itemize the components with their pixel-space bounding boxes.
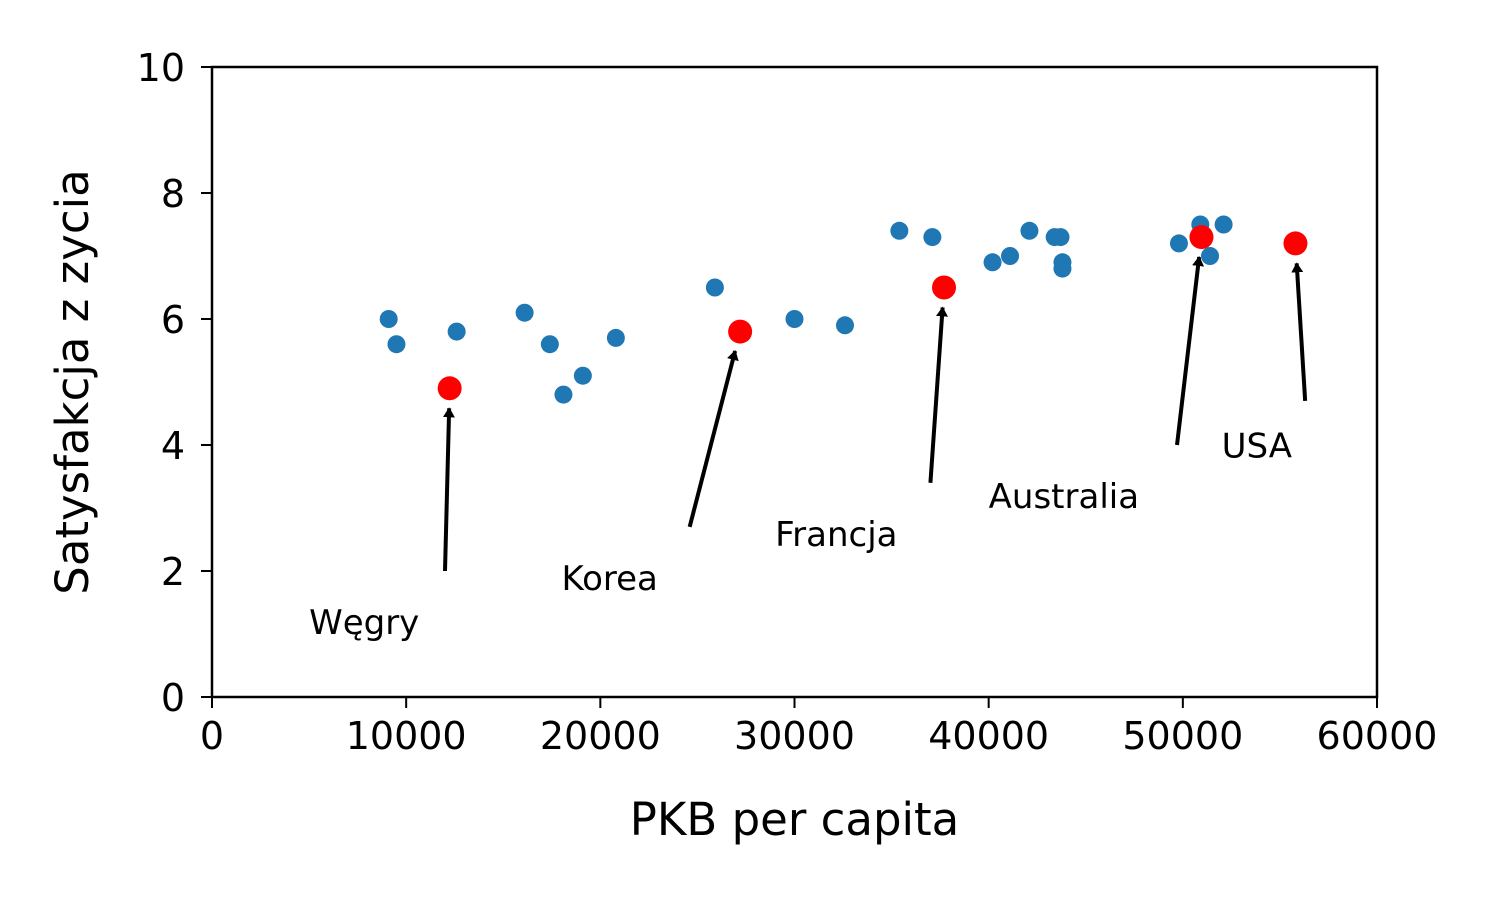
- y-tick-label: 6: [161, 298, 185, 342]
- annotation-arrow: [1291, 262, 1308, 402]
- data-point: [447, 322, 466, 341]
- annotation-arrow: [442, 407, 455, 572]
- highlighted-data-point: [1283, 231, 1308, 256]
- highlighted-data-point: [437, 376, 462, 401]
- data-point: [554, 385, 573, 404]
- x-tick-label: 40000: [928, 714, 1049, 758]
- data-point: [1214, 215, 1233, 234]
- data-point: [785, 310, 804, 328]
- annotation-arrow: [1175, 255, 1205, 446]
- y-tick-label: 10: [137, 46, 185, 90]
- data-point: [1051, 228, 1070, 247]
- data-points: [379, 215, 1308, 404]
- data-point: [1053, 259, 1072, 278]
- annotation-label: USA: [1222, 427, 1292, 467]
- data-point: [573, 366, 592, 385]
- x-tick-label: 20000: [540, 714, 661, 758]
- highlighted-data-point: [932, 275, 957, 300]
- highlighted-data-point: [1189, 225, 1214, 250]
- y-tick-label: 8: [161, 172, 185, 216]
- data-point: [1201, 247, 1220, 265]
- annotations: Węgry Korea Francja Australia USA: [309, 255, 1308, 643]
- data-point: [835, 316, 854, 335]
- data-point: [1020, 221, 1039, 240]
- annotation-label: Australia: [989, 477, 1139, 517]
- annotation-arrow: [687, 349, 739, 528]
- data-point: [540, 335, 559, 354]
- highlighted-data-point: [728, 319, 753, 344]
- y-tick-label: 0: [161, 676, 185, 720]
- data-point: [387, 335, 406, 354]
- axis-ticks: 0 10000 20000 30000 40000 50000 60000 0 2 4 6 8 10: [137, 46, 1438, 758]
- x-tick-label: 60000: [1317, 714, 1438, 758]
- x-tick-label: 30000: [734, 714, 855, 758]
- annotation-arrow: [928, 306, 948, 483]
- x-tick-label: 50000: [1122, 714, 1243, 758]
- x-tick-label: 10000: [346, 714, 467, 758]
- annotation-label: Węgry: [309, 603, 419, 643]
- y-tick-label: 4: [161, 424, 185, 468]
- y-tick-label: 2: [161, 550, 185, 594]
- data-point: [606, 328, 625, 347]
- data-point: [983, 253, 1002, 272]
- data-point: [379, 310, 398, 328]
- plot-area-frame: [210, 65, 1379, 699]
- data-point: [705, 278, 724, 297]
- data-point: [1001, 247, 1020, 265]
- data-point: [890, 221, 909, 240]
- y-axis-title: Satysfakcja z zycia: [46, 169, 99, 594]
- x-tick-label: 0: [200, 714, 224, 758]
- x-axis-title: PKB per capita: [630, 793, 959, 846]
- data-point: [923, 228, 942, 247]
- data-point: [1169, 234, 1188, 253]
- data-point: [515, 303, 534, 322]
- annotation-label: Korea: [562, 559, 658, 599]
- annotation-label: Francja: [775, 515, 897, 555]
